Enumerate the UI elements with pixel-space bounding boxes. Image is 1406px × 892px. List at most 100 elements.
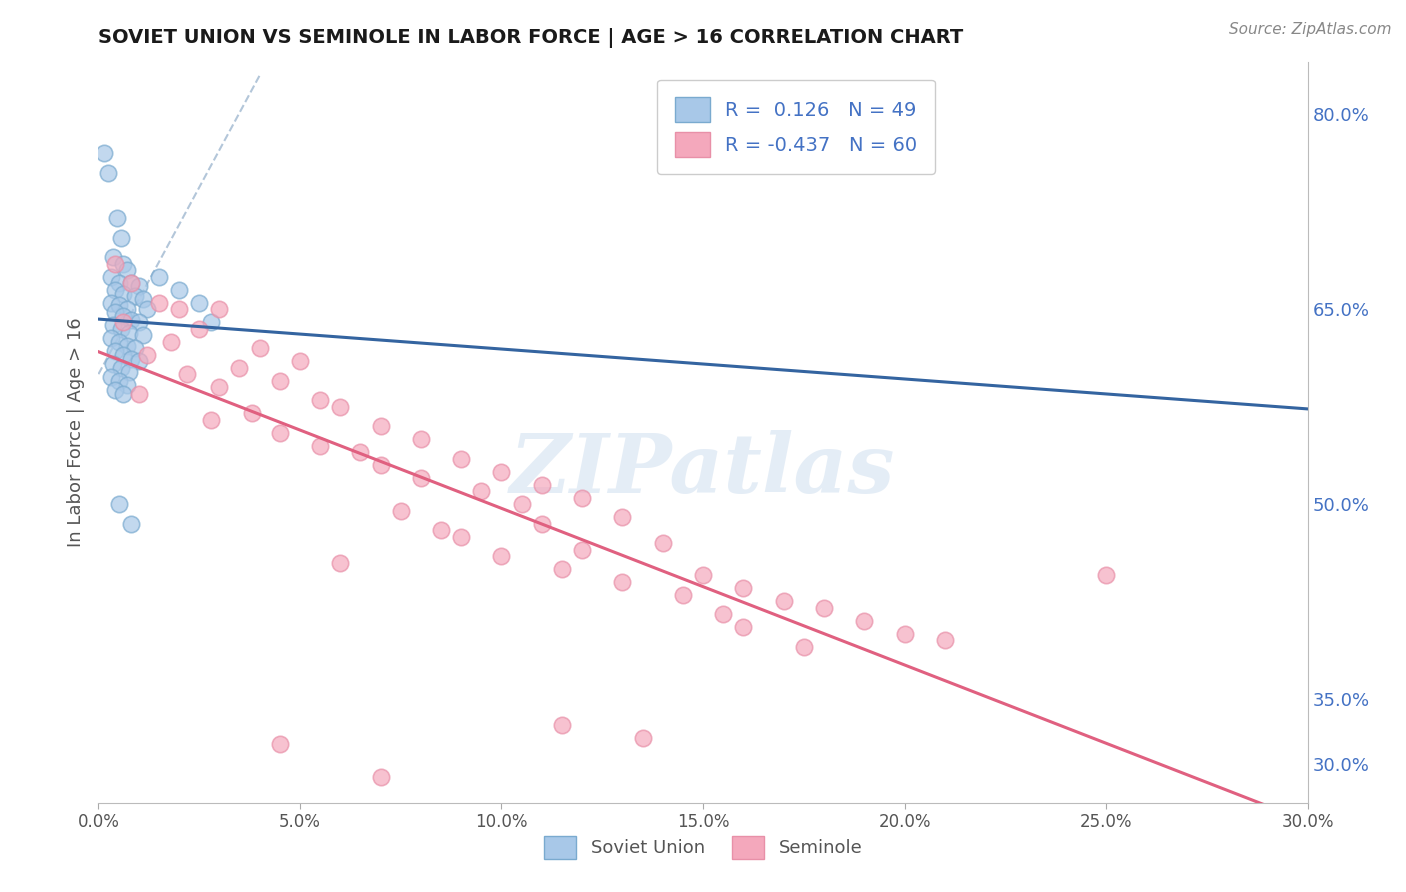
Point bbox=[111, 309, 134, 323]
Point bbox=[132, 292, 155, 306]
Point bbox=[450, 451, 472, 466]
Point bbox=[148, 295, 170, 310]
Point bbox=[288, 354, 311, 368]
Point bbox=[510, 497, 533, 511]
Point bbox=[692, 568, 714, 582]
Point bbox=[370, 419, 392, 434]
Point bbox=[208, 302, 231, 317]
Point bbox=[269, 737, 291, 751]
Point bbox=[97, 166, 120, 180]
Point bbox=[228, 360, 250, 375]
Point bbox=[124, 289, 146, 303]
Point bbox=[269, 374, 291, 388]
Point bbox=[200, 412, 222, 426]
Point bbox=[188, 295, 211, 310]
Point bbox=[100, 369, 122, 384]
Point bbox=[120, 277, 142, 291]
Point bbox=[612, 510, 634, 524]
Point bbox=[329, 400, 352, 414]
Point bbox=[115, 377, 138, 392]
Point bbox=[1095, 568, 1118, 582]
Point bbox=[571, 491, 593, 505]
Point bbox=[100, 295, 122, 310]
Point bbox=[711, 607, 734, 622]
Point bbox=[110, 360, 132, 375]
Point bbox=[269, 425, 291, 440]
Point bbox=[208, 380, 231, 394]
Point bbox=[107, 334, 129, 349]
Point bbox=[733, 620, 755, 634]
Point bbox=[853, 614, 876, 628]
Point bbox=[111, 348, 134, 362]
Legend: Soviet Union, Seminole: Soviet Union, Seminole bbox=[534, 827, 872, 868]
Point bbox=[309, 439, 332, 453]
Point bbox=[551, 718, 574, 732]
Point bbox=[107, 374, 129, 388]
Point bbox=[309, 393, 332, 408]
Point bbox=[188, 322, 211, 336]
Point bbox=[450, 529, 472, 543]
Point bbox=[612, 574, 634, 589]
Point bbox=[120, 351, 142, 366]
Point bbox=[530, 477, 553, 491]
Point bbox=[551, 562, 574, 576]
Point bbox=[103, 383, 125, 397]
Point bbox=[111, 257, 134, 271]
Point bbox=[128, 354, 150, 368]
Point bbox=[100, 331, 122, 345]
Point bbox=[491, 465, 513, 479]
Point bbox=[120, 516, 142, 531]
Point bbox=[107, 497, 129, 511]
Text: SOVIET UNION VS SEMINOLE IN LABOR FORCE | AGE > 16 CORRELATION CHART: SOVIET UNION VS SEMINOLE IN LABOR FORCE … bbox=[98, 28, 963, 48]
Point bbox=[370, 458, 392, 472]
Point bbox=[934, 633, 956, 648]
Point bbox=[651, 536, 673, 550]
Point bbox=[124, 341, 146, 355]
Text: Source: ZipAtlas.com: Source: ZipAtlas.com bbox=[1229, 22, 1392, 37]
Point bbox=[105, 211, 128, 226]
Point bbox=[430, 523, 453, 537]
Point bbox=[793, 640, 815, 654]
Point bbox=[733, 582, 755, 596]
Point bbox=[100, 269, 122, 284]
Point bbox=[167, 302, 190, 317]
Point bbox=[329, 556, 352, 570]
Text: ZIPatlas: ZIPatlas bbox=[510, 430, 896, 509]
Point bbox=[631, 731, 654, 745]
Point bbox=[93, 146, 115, 161]
Point bbox=[128, 278, 150, 293]
Point bbox=[389, 503, 412, 517]
Point bbox=[101, 250, 124, 264]
Point bbox=[107, 298, 129, 312]
Point bbox=[470, 484, 492, 499]
Point bbox=[571, 542, 593, 557]
Point bbox=[110, 231, 132, 245]
Point bbox=[103, 283, 125, 297]
Point bbox=[107, 277, 129, 291]
Point bbox=[101, 357, 124, 371]
Point bbox=[132, 328, 155, 343]
Point bbox=[349, 445, 371, 459]
Point bbox=[240, 406, 263, 420]
Point bbox=[111, 315, 134, 329]
Point bbox=[200, 315, 222, 329]
Point bbox=[120, 312, 142, 326]
Point bbox=[120, 277, 142, 291]
Point bbox=[893, 627, 915, 641]
Point bbox=[672, 588, 695, 602]
Point bbox=[148, 269, 170, 284]
Point bbox=[111, 386, 134, 401]
Point bbox=[111, 286, 134, 301]
Point bbox=[128, 386, 150, 401]
Point bbox=[103, 305, 125, 319]
Point bbox=[103, 343, 125, 358]
Point bbox=[409, 432, 432, 446]
Point bbox=[813, 601, 835, 615]
Point bbox=[160, 334, 183, 349]
Point bbox=[530, 516, 553, 531]
Point bbox=[491, 549, 513, 563]
Point bbox=[103, 257, 125, 271]
Point bbox=[118, 365, 141, 379]
Y-axis label: In Labor Force | Age > 16: In Labor Force | Age > 16 bbox=[66, 318, 84, 548]
Point bbox=[101, 318, 124, 332]
